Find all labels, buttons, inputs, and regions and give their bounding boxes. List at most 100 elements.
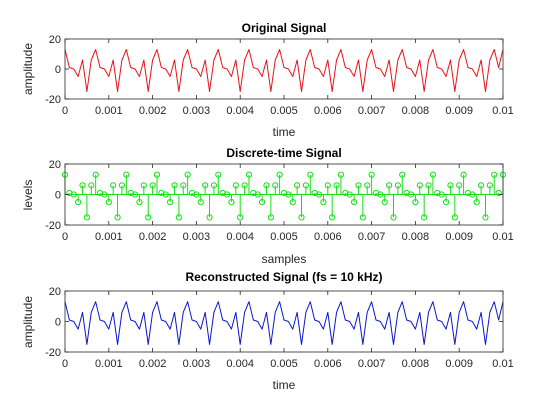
x-tick-label: 0.005: [270, 358, 298, 370]
x-tick-label: 0.006: [314, 231, 342, 243]
stem-marker: [149, 182, 156, 189]
stem-marker: [131, 191, 139, 198]
y-tick-label: -20: [45, 347, 61, 359]
stem-marker: [447, 182, 454, 189]
stem-marker: [263, 182, 270, 189]
x-tick-label: 0: [62, 358, 68, 370]
stem-marker: [482, 214, 489, 221]
series-line: [64, 301, 504, 345]
x-tick-label: 0.009: [445, 358, 473, 370]
stem-marker: [232, 182, 239, 189]
subplot-discrete-xlabel: samples: [262, 252, 307, 266]
stem-marker: [460, 171, 467, 178]
stem-marker: [491, 171, 498, 178]
x-tick-label: 0: [62, 231, 68, 243]
stem-marker: [359, 214, 366, 221]
x-tick-label: 0.01: [492, 105, 513, 117]
stem-marker: [180, 182, 187, 189]
x-tick-label: 0.001: [95, 105, 123, 117]
x-tick-label: 0.001: [95, 231, 123, 243]
stem-marker: [105, 199, 112, 206]
stem-marker: [350, 199, 358, 206]
subplot-original-title: Original Signal: [242, 21, 327, 35]
x-tick-label: 0.008: [402, 358, 430, 370]
x-tick-label: 0.003: [183, 231, 211, 243]
stem-marker: [495, 189, 502, 197]
x-tick-label: 0.004: [226, 358, 254, 370]
x-tick-label: 0.003: [183, 105, 211, 117]
stem-marker: [237, 214, 244, 221]
x-tick-label: 0.005: [270, 231, 298, 243]
stem-marker: [241, 182, 248, 189]
stem-marker: [70, 191, 77, 198]
stem-marker: [267, 214, 274, 221]
x-tick-label: 0.004: [226, 105, 254, 117]
stem-marker: [289, 199, 296, 206]
x-tick-label: 0: [62, 105, 68, 117]
stem-marker: [167, 199, 174, 206]
y-tick-label: 20: [49, 159, 61, 171]
stem-marker: [416, 182, 423, 189]
stem-marker: [394, 182, 401, 189]
stem-marker: [425, 182, 432, 189]
subplot-original-plot: 0 0.001 0.002 0.003 0.004 0.005 0.006 0.007 0.00…: [45, 34, 514, 117]
x-tick-label: 0.007: [358, 231, 386, 243]
x-tick-label: 0.01: [492, 358, 513, 370]
stem-marker: [451, 214, 458, 221]
stem-marker: [136, 199, 143, 206]
stem-marker: [153, 171, 161, 178]
stem-marker: [101, 191, 108, 198]
y-tick-label: -20: [45, 220, 61, 232]
stem-marker: [298, 214, 305, 221]
stem-marker: [324, 182, 331, 189]
subplot-original-ylabel: amplitude: [21, 43, 35, 95]
y-tick-label: -20: [45, 94, 61, 106]
x-tick-label: 0.009: [445, 105, 473, 117]
subplot-original: Original Signal 0 0.001 0.002 0.003 0.004 0.0…: [21, 21, 514, 139]
stem-marker: [110, 182, 117, 189]
stem-marker: [442, 199, 450, 206]
stem-marker: [386, 182, 393, 189]
x-tick-label: 0.01: [492, 231, 513, 243]
plot-area: [65, 39, 503, 99]
stem-marker: [478, 182, 485, 189]
stem-marker: [377, 191, 384, 198]
y-tick-label: 0: [55, 64, 61, 76]
stem-marker: [285, 191, 292, 198]
subplot-reconstructed-plot: 0 0.001 0.002 0.003 0.004 0.005 0.006 0.007 0.00…: [45, 286, 514, 370]
stem-marker: [272, 182, 279, 189]
stem-marker: [254, 191, 261, 198]
stem-marker: [438, 191, 445, 198]
subplot-reconstructed-ylabel: amplitude: [21, 296, 35, 348]
stem-marker: [456, 182, 463, 189]
stem-marker: [333, 182, 340, 189]
x-tick-label: 0.006: [314, 358, 342, 370]
stem-marker: [88, 182, 95, 189]
stem-marker: [320, 199, 327, 206]
stem-marker: [421, 214, 428, 221]
x-tick-label: 0.007: [358, 358, 386, 370]
subplot-discrete-ylabel: levels: [21, 180, 35, 211]
stem-marker: [469, 191, 476, 198]
y-tick-label: 0: [55, 317, 61, 329]
subplot-discrete-title: Discrete-time Signal: [226, 146, 341, 160]
x-tick-label: 0.006: [314, 105, 342, 117]
stem-marker: [123, 171, 130, 178]
x-tick-label: 0.004: [226, 231, 254, 243]
x-tick-label: 0.007: [358, 105, 386, 117]
stem-marker: [210, 182, 218, 189]
x-tick-label: 0.009: [445, 231, 473, 243]
stem-marker: [368, 171, 375, 178]
series-line: [64, 49, 504, 92]
stem-marker: [407, 191, 415, 198]
stem-marker: [302, 182, 309, 189]
x-tick-label: 0.002: [139, 231, 167, 243]
stem-marker: [175, 214, 182, 221]
stem-marker: [162, 191, 169, 198]
stem-marker: [259, 199, 266, 206]
stem-marker: [92, 171, 99, 178]
stem-marker: [399, 171, 406, 178]
subplot-reconstructed: Reconstructed Signal (fs = 10 kHz) 0 0.00…: [21, 270, 514, 392]
stem-marker: [429, 171, 437, 178]
